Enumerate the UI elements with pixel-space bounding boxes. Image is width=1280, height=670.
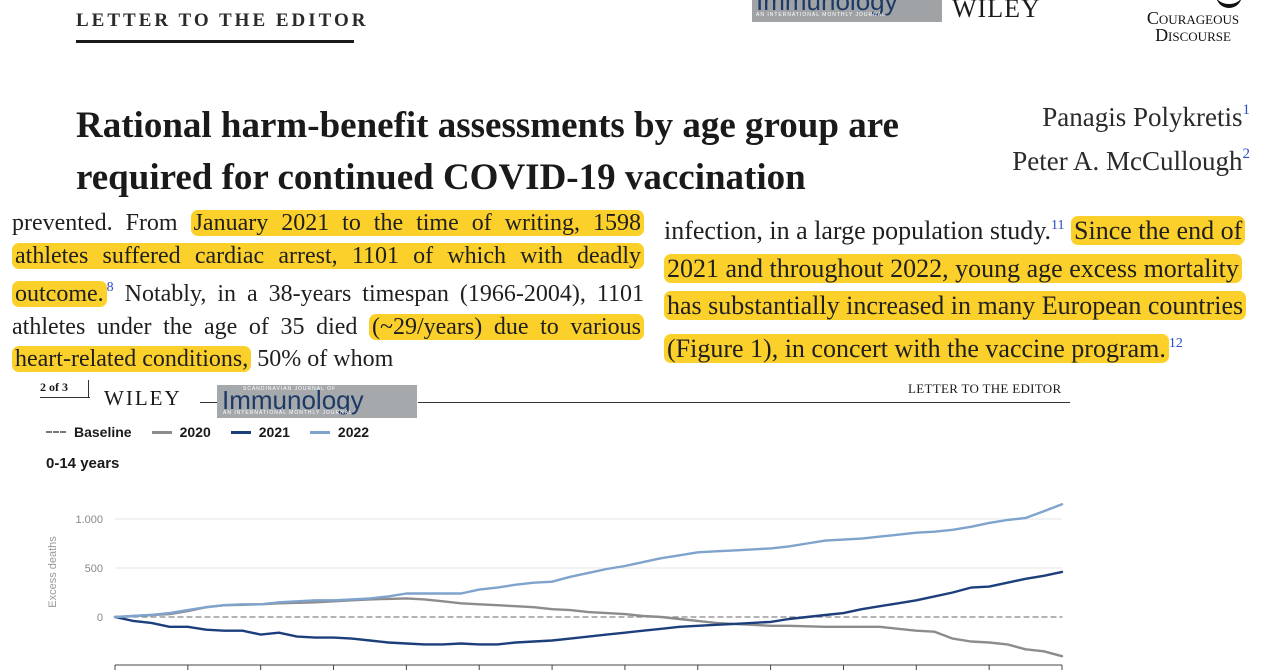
legend-label: 2022 — [337, 424, 370, 440]
chart-subtitle: 0-14 years — [46, 455, 120, 472]
publisher-logo: WILEY — [952, 0, 1041, 23]
author-affiliation-ref[interactable]: 1 — [1242, 102, 1251, 118]
excerpt-right-paragraph: infection, in a large population study.1… — [664, 207, 1278, 367]
watermark-line-1: Courageous — [1146, 8, 1240, 28]
series-lines — [113, 503, 1064, 658]
excerpt-text: Notably, in a 38-years timespan (1966-20… — [12, 281, 644, 340]
citation-ref[interactable]: 12 — [1168, 335, 1183, 351]
journal-logo-subtitle: AN INTERNATIONAL MONTHLY JOURNAL — [756, 12, 886, 18]
excerpt-text: 50% of whom — [251, 346, 394, 372]
legend-item-2021: 2021 — [230, 424, 290, 440]
watermark-line-2: Discourse — [1155, 25, 1231, 45]
y-tick-label: 1.000 — [75, 514, 103, 526]
y-tick-label: 500 — [85, 563, 103, 575]
legend-swatch-baseline — [46, 431, 66, 433]
chart-legend: Baseline 2020 2021 2022 — [46, 424, 369, 440]
section-label-rule — [76, 40, 354, 43]
legend-label: Baseline — [74, 424, 132, 440]
legend-swatch-2021 — [230, 430, 251, 434]
legend-swatch-2020 — [151, 430, 172, 434]
author-affiliation-ref[interactable]: 2 — [1242, 146, 1251, 162]
running-section-label: LETTER TO THE EDITOR — [908, 381, 1062, 396]
legend-item-baseline: Baseline — [46, 424, 132, 440]
journal-logo-subtitle: AN INTERNATIONAL MONTHLY JOURNAL — [223, 410, 353, 416]
header-divider — [200, 402, 218, 403]
excerpt-text: prevented. From — [12, 210, 191, 236]
page-number-rule — [40, 397, 90, 398]
journal-logo-text: Immunology — [756, 0, 898, 16]
series-line-2021 — [113, 570, 1064, 646]
series-line-2022 — [113, 503, 1064, 619]
legend-item-2022: 2022 — [309, 424, 370, 440]
legend-label: 2021 — [258, 424, 290, 440]
journal-logo: SCANDINAVIAN JOURNAL OF Immunology AN IN… — [217, 385, 417, 418]
author-list: Panagis Polykretis1 Peter A. McCullough2 — [1012, 92, 1250, 180]
publisher-logo: WILEY — [104, 386, 182, 410]
author-name: Peter A. McCullough — [1012, 146, 1243, 176]
citation-ref[interactable]: 8 — [106, 280, 114, 295]
excerpt-text: infection, in a large population study. — [664, 216, 1052, 245]
watermark-arc-icon — [1216, 0, 1242, 8]
watermark-logo: Courageous Discourse — [1128, 8, 1258, 45]
legend-label: 2020 — [179, 424, 211, 440]
section-label: LETTER TO THE EDITOR — [76, 10, 369, 31]
legend-swatch-2022 — [309, 430, 330, 434]
journal-logo: Immunology AN INTERNATIONAL MONTHLY JOUR… — [752, 0, 942, 22]
y-tick-label: 0 — [97, 612, 103, 624]
citation-ref[interactable]: 11 — [1051, 218, 1065, 233]
y-axis-label: Excess deaths — [47, 536, 59, 608]
excess-deaths-chart: 0 500 1.000 Excess deaths — [47, 503, 1064, 670]
author: Panagis Polykretis1 — [1012, 92, 1250, 136]
excerpt-left-paragraph: prevented. From January 2021 to the time… — [12, 207, 644, 376]
page-number: 2 of 3 — [40, 380, 68, 394]
author-name: Panagis Polykretis — [1042, 102, 1243, 132]
header-divider — [88, 380, 89, 398]
article-title: Rational harm-benefit assessments by age… — [76, 105, 899, 198]
journal-logo-top: SCANDINAVIAN JOURNAL OF — [243, 386, 337, 392]
author: Peter A. McCullough2 — [1012, 136, 1250, 180]
series-line-2020 — [113, 597, 1064, 658]
header-rule — [418, 402, 1070, 403]
x-axis — [114, 664, 1063, 670]
chart-grid — [115, 518, 1062, 569]
y-tick-labels: 0 500 1.000 — [75, 514, 103, 624]
legend-item-2020: 2020 — [151, 424, 211, 440]
journal-logo-text: Immunology — [222, 385, 364, 415]
